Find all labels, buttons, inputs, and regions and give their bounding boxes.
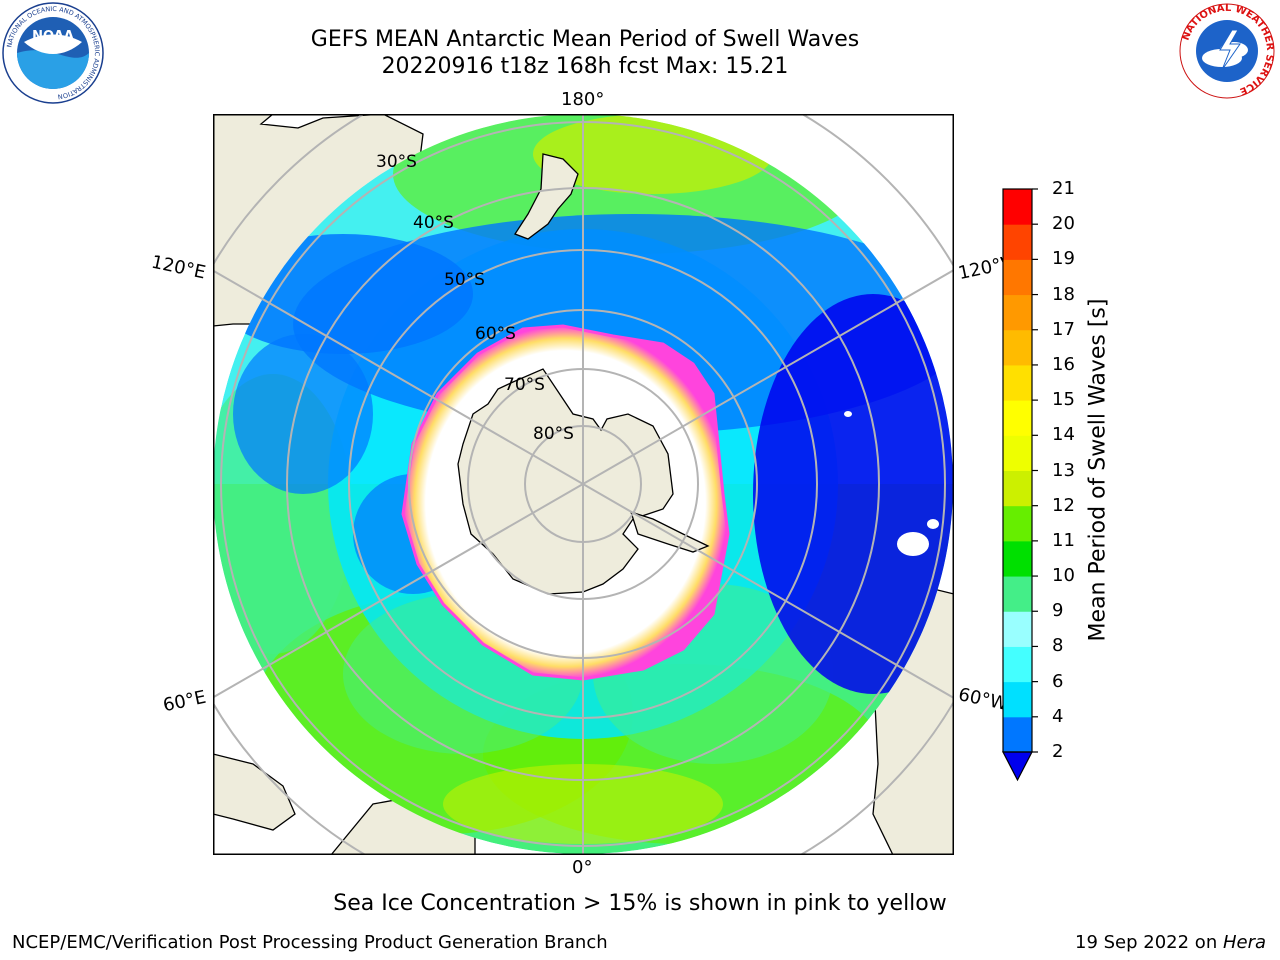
lat-label-70s: 70°S: [504, 375, 545, 395]
colorbar-tick-label: 8: [1052, 635, 1064, 657]
chart-title: GEFS MEAN Antarctic Mean Period of Swell…: [310, 27, 860, 52]
colorbar-segment: [1003, 540, 1032, 577]
colorbar-tick-label: 16: [1052, 353, 1075, 375]
lat-label-30s: 30°S: [376, 152, 417, 172]
colorbar-tick-label: 21: [1052, 178, 1075, 199]
colorbar-tick-label: 20: [1052, 213, 1075, 235]
colorbar-tick-label: 9: [1052, 600, 1064, 622]
lat-label-60s: 60°S: [475, 324, 516, 344]
colorbar-segment: [1003, 364, 1032, 401]
footer-credit: NCEP/EMC/Verification Post Processing Pr…: [12, 932, 608, 953]
colorbar-segment: [1003, 470, 1032, 507]
lon-label-0: 0°: [572, 857, 593, 878]
lat-label-50s: 50°S: [444, 270, 485, 290]
land-new-zealand: [514, 153, 579, 240]
colorbar-segment: [1003, 435, 1032, 471]
lon-label-60e: 60°E: [161, 686, 208, 717]
colorbar-tick-label: 11: [1052, 529, 1075, 551]
colorbar-segment: [1003, 294, 1032, 331]
colorbar-segment: [1003, 189, 1032, 225]
colorbar-tick-label: 12: [1052, 494, 1075, 516]
noaa-logo: NATIONAL OCEANIC AND ATMOSPHERIC ADMINIS…: [2, 2, 104, 104]
footer-date: 19 Sep 2022 on Hera: [1075, 932, 1266, 953]
colorbar-tick-label: 6: [1052, 670, 1064, 692]
sea-ice-note: Sea Ice Concentration > 15% is shown in …: [333, 891, 947, 916]
colorbar-segment: [1003, 505, 1032, 542]
colorbar-tick-label: 14: [1052, 424, 1075, 446]
colorbar-segment: [1003, 611, 1032, 647]
colorbar-tick-label: 2: [1052, 741, 1064, 762]
colorbar-tick-label: 17: [1052, 318, 1075, 340]
colorbar-segment: [1003, 400, 1032, 436]
footer-machine: Hera: [1222, 932, 1266, 953]
colorbar-tick-label: 13: [1052, 459, 1075, 481]
nws-logo: NATIONAL WEATHER SERVICE: [1179, 3, 1275, 99]
colorbar-tick-label: 18: [1052, 283, 1075, 305]
lat-label-80s: 80°S: [533, 424, 574, 444]
colorbar-segment: [1003, 716, 1032, 753]
colorbar-tick-label: 19: [1052, 248, 1075, 270]
colorbar-segment: [1003, 576, 1032, 612]
colorbar-tick-label: 10: [1052, 565, 1075, 587]
colorbar-tick-label: 15: [1052, 389, 1075, 411]
colorbar-segment: [1003, 646, 1032, 683]
lon-label-120e: 120°E: [149, 251, 208, 284]
graticule: [213, 114, 954, 855]
land-africa: [213, 753, 296, 831]
land-antarctica: [457, 368, 674, 595]
svg-text:NOAA: NOAA: [32, 29, 74, 44]
colorbar-segment: [1003, 224, 1032, 260]
colorbar-tick-label: 4: [1052, 705, 1064, 727]
colorbar-segment: [1003, 259, 1032, 296]
colorbar-extend-triangle: [1002, 751, 1033, 782]
colorbar-label: Mean Period of Swell Waves [s]: [1085, 298, 1111, 642]
colorbar: [1002, 188, 1038, 782]
lon-label-180: 180°: [561, 89, 605, 110]
colorbar-segment: [1003, 329, 1032, 366]
lat-label-40s: 40°S: [413, 213, 454, 233]
colorbar-segment: [1003, 681, 1032, 718]
chart-subtitle: 20220916 t18z 168h fcst Max: 15.21: [381, 54, 789, 79]
polar-map: [213, 114, 954, 855]
